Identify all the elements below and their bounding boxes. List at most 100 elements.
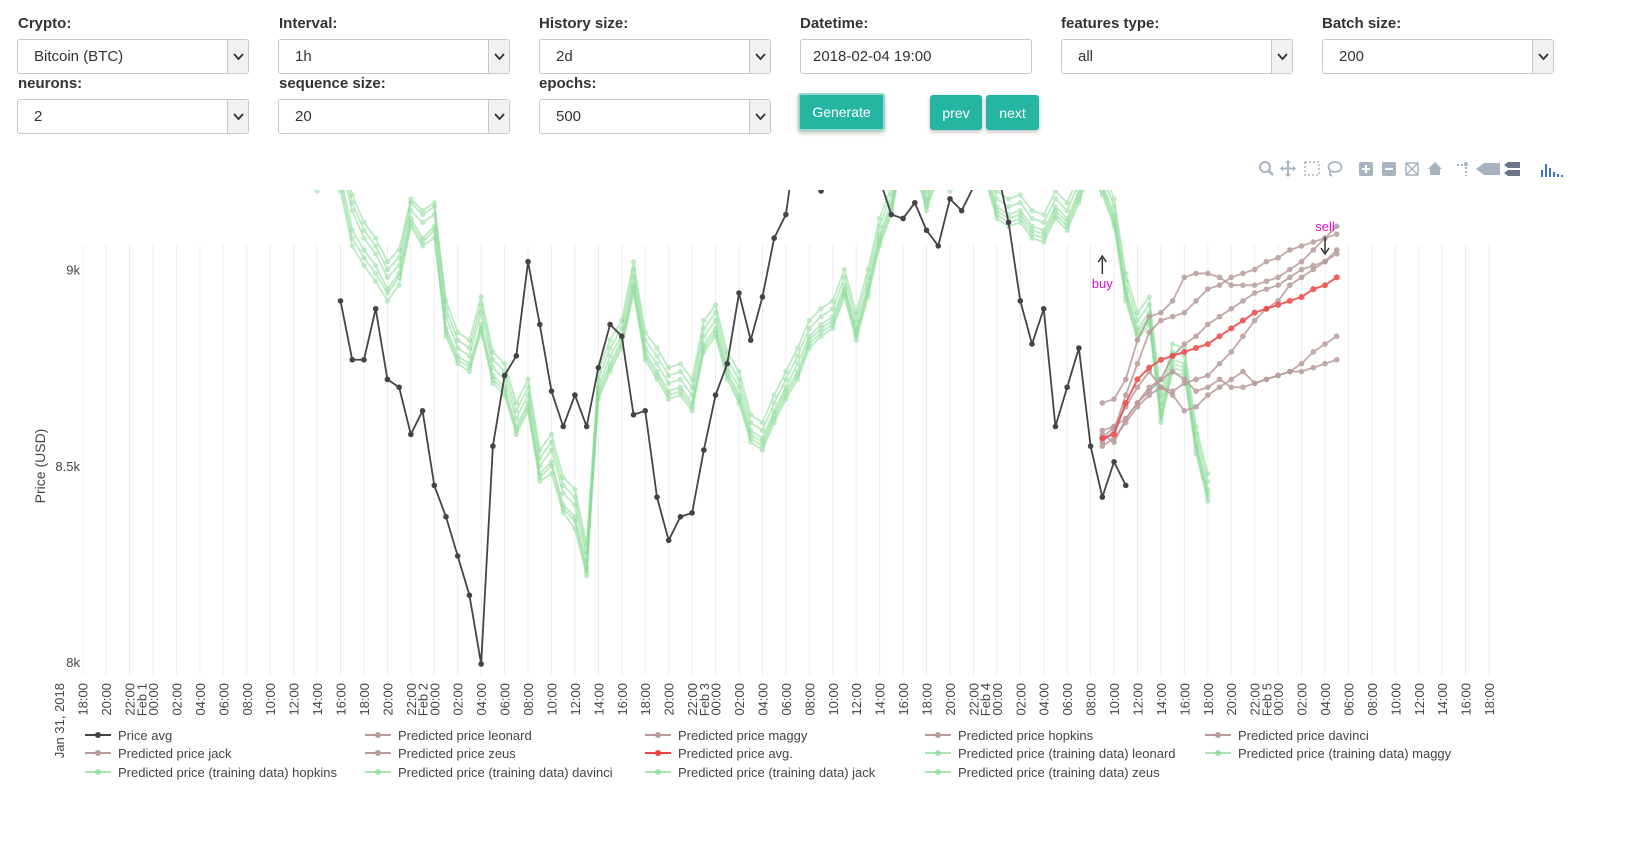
data-point[interactable] bbox=[1193, 270, 1199, 277]
data-point[interactable] bbox=[888, 192, 894, 198]
data-point[interactable] bbox=[1181, 309, 1188, 316]
generate-button[interactable]: Generate bbox=[798, 93, 885, 131]
data-point[interactable] bbox=[677, 384, 684, 390]
data-point[interactable] bbox=[1134, 384, 1141, 391]
data-point[interactable] bbox=[1005, 196, 1012, 202]
data-point[interactable] bbox=[607, 365, 613, 371]
legend-item[interactable]: Predicted price (training data) maggy bbox=[1205, 746, 1452, 761]
data-point[interactable] bbox=[841, 290, 848, 296]
data-point[interactable] bbox=[1122, 376, 1129, 383]
data-point[interactable] bbox=[1158, 317, 1164, 324]
plotly-logo-icon[interactable] bbox=[1541, 164, 1563, 177]
data-point[interactable] bbox=[1157, 356, 1164, 363]
data-point[interactable] bbox=[1228, 376, 1235, 383]
data-point[interactable] bbox=[1263, 286, 1270, 292]
data-point[interactable] bbox=[1052, 190, 1059, 194]
data-point[interactable] bbox=[1333, 231, 1340, 237]
data-point[interactable] bbox=[1134, 310, 1141, 316]
data-point[interactable] bbox=[1193, 345, 1200, 351]
data-point[interactable] bbox=[1193, 447, 1199, 453]
data-point[interactable] bbox=[337, 298, 344, 304]
data-point[interactable] bbox=[431, 482, 438, 489]
data-point[interactable] bbox=[748, 412, 754, 418]
data-point[interactable] bbox=[1169, 368, 1176, 375]
data-point[interactable] bbox=[865, 290, 871, 296]
data-point[interactable] bbox=[1298, 368, 1305, 375]
data-point[interactable] bbox=[419, 243, 426, 249]
data-point[interactable] bbox=[361, 219, 367, 225]
data-point[interactable] bbox=[1298, 274, 1305, 281]
data-point[interactable] bbox=[712, 325, 719, 331]
data-point[interactable] bbox=[1228, 305, 1235, 312]
data-point[interactable] bbox=[1205, 384, 1211, 391]
data-point[interactable] bbox=[478, 325, 484, 331]
data-point[interactable] bbox=[806, 337, 812, 343]
data-point[interactable] bbox=[1017, 211, 1023, 218]
data-point[interactable] bbox=[560, 482, 566, 488]
data-point[interactable] bbox=[853, 317, 859, 324]
data-point[interactable] bbox=[1322, 258, 1328, 265]
data-point[interactable] bbox=[361, 235, 367, 241]
data-point[interactable] bbox=[349, 356, 356, 363]
data-point[interactable] bbox=[759, 427, 766, 434]
data-point[interactable] bbox=[572, 518, 578, 524]
data-point[interactable] bbox=[408, 431, 414, 438]
data-point[interactable] bbox=[666, 372, 672, 379]
data-point[interactable] bbox=[923, 190, 930, 194]
home-icon[interactable] bbox=[1428, 162, 1442, 175]
data-point[interactable] bbox=[771, 400, 777, 406]
data-point[interactable] bbox=[1146, 329, 1152, 336]
data-point[interactable] bbox=[1005, 204, 1012, 210]
data-point[interactable] bbox=[853, 337, 859, 343]
data-point[interactable] bbox=[1169, 352, 1176, 359]
data-point[interactable] bbox=[1169, 388, 1176, 394]
data-point[interactable] bbox=[1170, 341, 1176, 347]
data-point[interactable] bbox=[1275, 282, 1281, 288]
data-point[interactable] bbox=[994, 215, 1000, 222]
data-point[interactable] bbox=[490, 376, 496, 382]
data-point[interactable] bbox=[361, 262, 367, 269]
data-point[interactable] bbox=[666, 365, 672, 371]
data-point[interactable] bbox=[572, 514, 578, 520]
data-point[interactable] bbox=[396, 255, 402, 261]
data-point[interactable] bbox=[1287, 282, 1293, 288]
data-point[interactable] bbox=[747, 337, 754, 343]
data-point[interactable] bbox=[1205, 392, 1211, 398]
data-point[interactable] bbox=[349, 208, 355, 214]
data-point[interactable] bbox=[619, 325, 625, 331]
data-point[interactable] bbox=[373, 262, 379, 269]
data-point[interactable] bbox=[900, 215, 906, 222]
data-point[interactable] bbox=[806, 317, 812, 324]
zoom-out-icon[interactable] bbox=[1382, 162, 1396, 176]
data-point[interactable] bbox=[490, 349, 496, 355]
features-type-select[interactable]: all bbox=[1061, 39, 1293, 74]
series-predicted-price-training-data-davinci[interactable] bbox=[150, 190, 1211, 555]
data-point[interactable] bbox=[619, 317, 625, 324]
hover-closest-icon[interactable] bbox=[1476, 163, 1500, 175]
data-point[interactable] bbox=[1204, 341, 1211, 348]
data-point[interactable] bbox=[877, 239, 883, 245]
data-point[interactable] bbox=[513, 408, 519, 414]
data-point[interactable] bbox=[1263, 305, 1270, 312]
data-point[interactable] bbox=[1052, 208, 1059, 214]
neurons-select[interactable]: 2 bbox=[17, 99, 249, 134]
data-point[interactable] bbox=[1052, 211, 1059, 218]
legend-item[interactable]: Predicted price leonard bbox=[365, 728, 532, 743]
data-point[interactable] bbox=[783, 376, 789, 382]
data-point[interactable] bbox=[502, 361, 508, 367]
data-point[interactable] bbox=[373, 278, 379, 284]
data-point[interactable] bbox=[1216, 282, 1223, 288]
data-point[interactable] bbox=[1158, 384, 1164, 391]
data-point[interactable] bbox=[1205, 478, 1211, 485]
data-point[interactable] bbox=[361, 247, 367, 253]
data-point[interactable] bbox=[443, 298, 449, 304]
data-point[interactable] bbox=[1040, 305, 1047, 312]
data-point[interactable] bbox=[1333, 356, 1340, 363]
data-point[interactable] bbox=[548, 463, 555, 469]
lasso-icon[interactable] bbox=[1327, 161, 1343, 177]
data-point[interactable] bbox=[1111, 431, 1118, 438]
data-point[interactable] bbox=[759, 443, 766, 449]
data-point[interactable] bbox=[490, 357, 496, 363]
data-point[interactable] bbox=[1122, 399, 1129, 406]
data-point[interactable] bbox=[841, 286, 848, 292]
